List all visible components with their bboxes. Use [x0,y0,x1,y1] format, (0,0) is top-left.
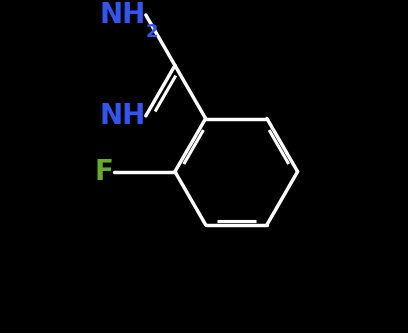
Text: 2: 2 [146,23,158,41]
Text: NH: NH [100,1,146,29]
Text: NH: NH [100,102,146,130]
Text: F: F [95,158,114,185]
